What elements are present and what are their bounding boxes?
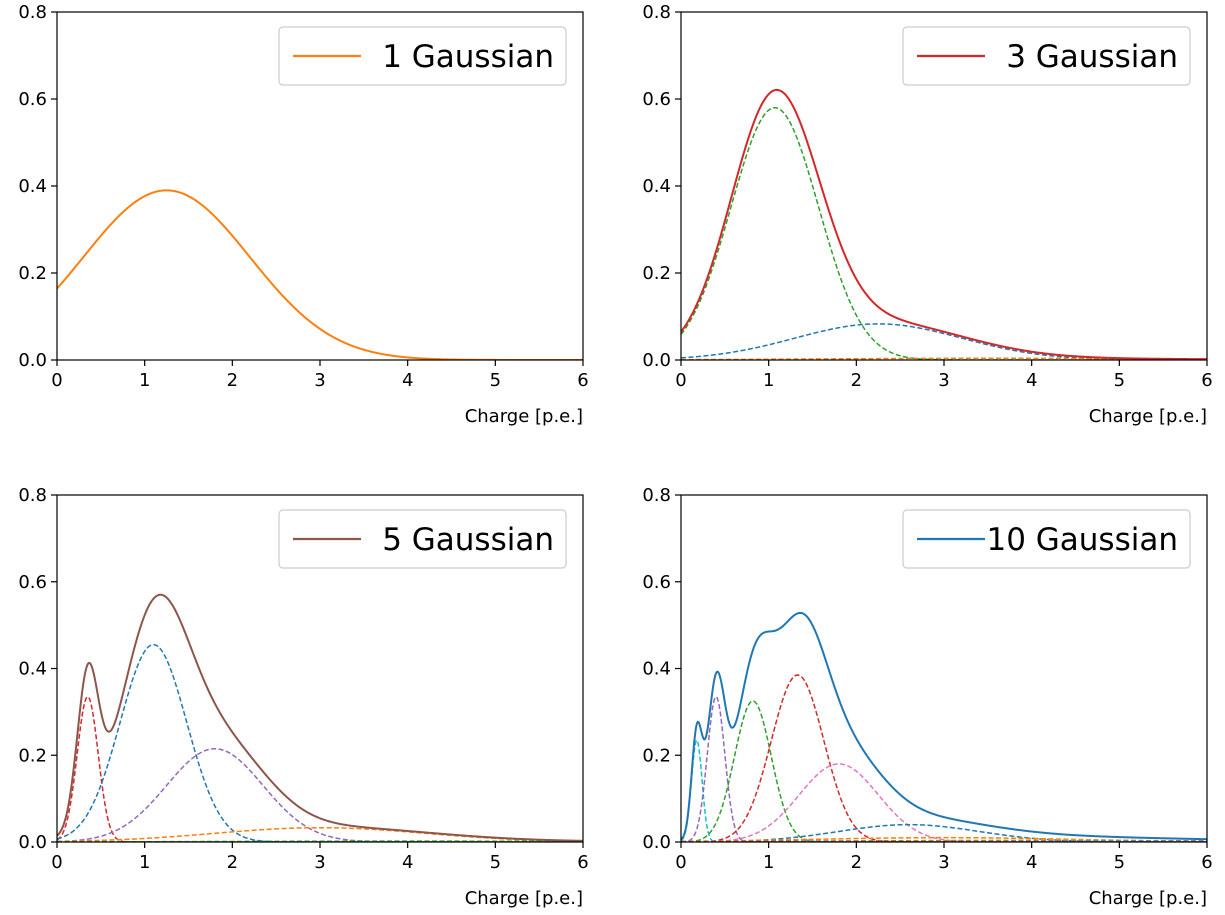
legend: 3 Gaussian (902, 26, 1191, 86)
y-tick-label: 0.6 (18, 89, 47, 110)
x-tick-label: 1 (139, 370, 150, 391)
x-axis-label: Charge [p.e.] (1089, 888, 1207, 909)
x-tick-label: 0 (675, 370, 686, 391)
x-tick-label: 6 (577, 370, 588, 391)
y-tick-label: 0.8 (642, 2, 671, 23)
chart-panel-1: 0 1 2 3 4 5 6 0.0 0.2 0.4 0.6 0.8 Charge [p.e.] 1 Gau… (18, 2, 588, 427)
x-axis-label: Charge [p.e.] (465, 406, 583, 427)
y-tick-label: 0.6 (642, 572, 671, 593)
y-tick-label: 0.4 (642, 176, 671, 197)
x-tick-label: 3 (938, 852, 949, 873)
y-tick-label: 0.4 (18, 659, 47, 680)
y-tick-label: 0.2 (642, 263, 671, 284)
plot-area (681, 611, 1207, 842)
x-tick-label: 1 (763, 370, 774, 391)
legend: 5 Gaussian (278, 509, 567, 569)
legend-label: 5 Gaussian (382, 522, 554, 558)
y-tick-label: 0.0 (642, 350, 671, 371)
x-tick-label: 5 (1114, 852, 1125, 873)
x-tick-label: 2 (227, 370, 238, 391)
chart-panel-4: 0 1 2 3 4 5 6 0.0 0.2 0.4 0.6 0.8 Charge [p.e.] 10 Ga… (642, 485, 1212, 909)
x-tick-label: 5 (1114, 370, 1125, 391)
y-tick-label: 0.6 (642, 89, 671, 110)
legend: 1 Gaussian (278, 26, 567, 86)
component-curve-3 (681, 700, 1207, 842)
y-tick-label: 0.0 (642, 832, 671, 853)
chart-panel-2: 0 1 2 3 4 5 6 0.0 0.2 0.4 0.6 0.8 Charge [p.e.] 3 Gau… (642, 2, 1212, 427)
y-tick-label: 0.0 (18, 350, 47, 371)
component-curve-1 (681, 106, 1207, 360)
y-tick-label: 0.4 (18, 176, 47, 197)
legend-box (902, 509, 1191, 569)
x-tick-label: 1 (139, 852, 150, 873)
x-axis-label: Charge [p.e.] (1089, 406, 1207, 427)
legend-label: 10 Gaussian (986, 522, 1178, 558)
y-tick-label: 0.0 (18, 832, 47, 853)
x-tick-label: 5 (490, 852, 501, 873)
y-tick-label: 0.6 (18, 572, 47, 593)
chart-panel-3: 0 1 2 3 4 5 6 0.0 0.2 0.4 0.6 0.8 Charge [p.e.] 5 Gau… (18, 485, 588, 909)
x-tick-label: 4 (402, 852, 413, 873)
x-tick-label: 3 (314, 852, 325, 873)
x-tick-label: 0 (51, 852, 62, 873)
component-curve-4 (57, 826, 583, 842)
x-tick-label: 3 (314, 370, 325, 391)
x-tick-label: 4 (402, 370, 413, 391)
y-tick-label: 0.8 (18, 485, 47, 506)
component-curve-2 (681, 323, 1207, 360)
plot-area (57, 593, 583, 842)
total-curve (681, 611, 1207, 841)
x-axis-label: Charge [p.e.] (465, 888, 583, 909)
x-tick-label: 4 (1026, 852, 1037, 873)
x-tick-label: 6 (1201, 370, 1212, 391)
legend: 10 Gaussian (902, 509, 1191, 569)
x-tick-label: 2 (851, 852, 862, 873)
y-tick-label: 0.8 (642, 485, 671, 506)
x-tick-label: 5 (490, 370, 501, 391)
plot-area (681, 88, 1207, 360)
legend-label: 3 Gaussian (1006, 39, 1178, 75)
plot-area (57, 189, 583, 360)
y-tick-label: 0.2 (642, 745, 671, 766)
x-tick-label: 0 (51, 370, 62, 391)
x-tick-label: 2 (851, 370, 862, 391)
component-curve-5 (681, 763, 1207, 842)
legend-box (278, 509, 567, 569)
x-tick-label: 6 (1201, 852, 1212, 873)
x-tick-label: 6 (577, 852, 588, 873)
x-tick-label: 4 (1026, 370, 1037, 391)
component-curve-2 (57, 643, 583, 842)
total-curve (57, 593, 583, 842)
component-curve-1 (57, 695, 583, 842)
y-tick-label: 0.2 (18, 745, 47, 766)
y-tick-label: 0.4 (642, 659, 671, 680)
x-tick-label: 1 (763, 852, 774, 873)
legend-label: 1 Gaussian (382, 39, 554, 75)
component-curve-6 (681, 823, 1207, 842)
y-tick-label: 0.8 (18, 2, 47, 23)
x-tick-label: 3 (938, 370, 949, 391)
component-curve-4 (681, 674, 1207, 842)
total-curve (681, 88, 1207, 360)
component-curve-2 (681, 695, 1207, 842)
total-curve (57, 189, 583, 360)
legend-box (902, 26, 1191, 86)
component-curve-5 (57, 840, 583, 842)
y-tick-label: 0.2 (18, 263, 47, 284)
legend-box (278, 26, 567, 86)
x-tick-label: 2 (227, 852, 238, 873)
x-tick-label: 0 (675, 852, 686, 873)
